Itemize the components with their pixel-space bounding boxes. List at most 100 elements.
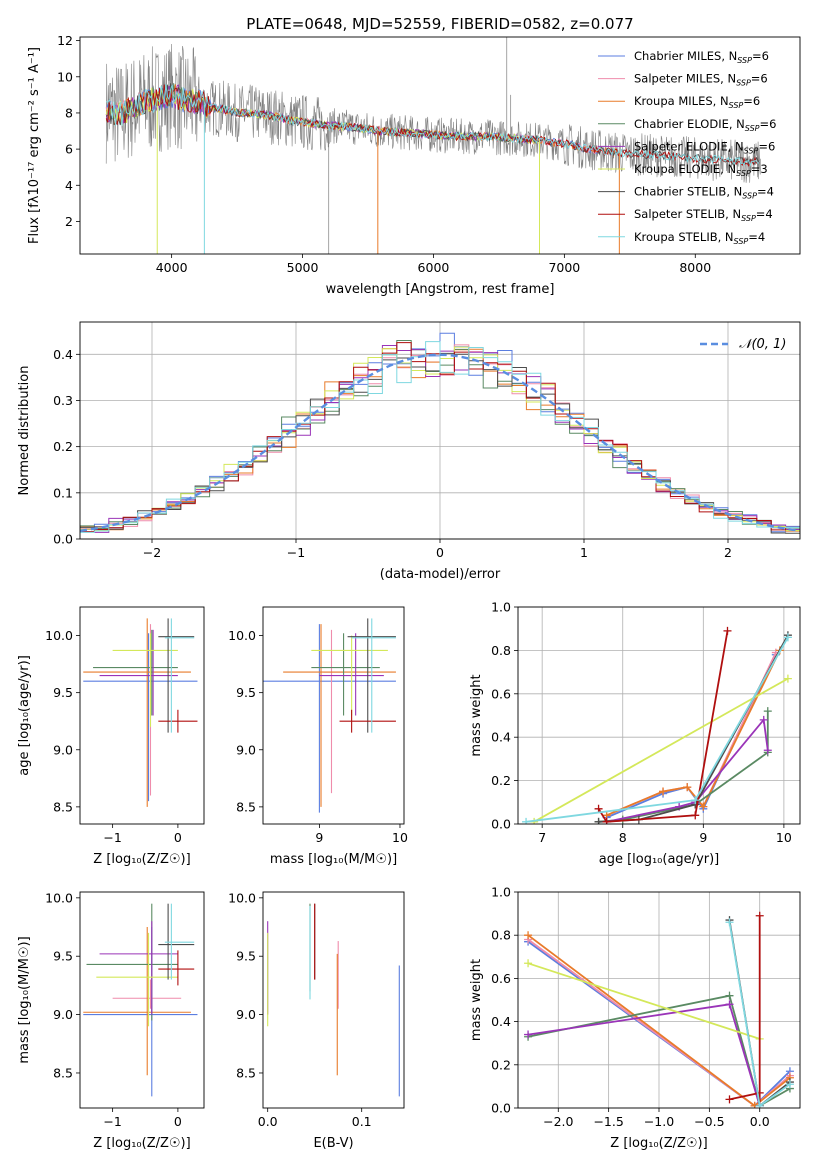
- errorbar-salpeter_stelib: [158, 709, 198, 733]
- legend-label: Salpeter ELODIE, NSSP=6: [634, 139, 775, 155]
- weight-marker: [691, 811, 700, 820]
- weight-marker: [783, 633, 792, 642]
- axes-frame: [79, 891, 205, 1109]
- model-spectrum-salpeter_stelib: [105, 84, 760, 167]
- weight-line-kroupa_elodie: [527, 962, 760, 1040]
- legend-label: Kroupa ELODIE, NSSP=3: [634, 162, 768, 178]
- axes-frame: [262, 606, 405, 825]
- weight-marker: [725, 1095, 734, 1104]
- y-tick-label: 8.5: [53, 1065, 73, 1080]
- weight-marker: [683, 783, 692, 792]
- x-tick-label: −1: [103, 1114, 121, 1129]
- x-tick-label: 10: [392, 830, 408, 845]
- errorbar-salpeter_elodie: [99, 921, 178, 1015]
- y-tick-label: 0.2: [491, 1057, 511, 1072]
- x-tick-label: −1: [103, 830, 121, 845]
- y-tick-label: 6: [65, 142, 73, 157]
- errorbar-kroupa_stelib: [164, 903, 195, 980]
- plot-area: [263, 618, 396, 813]
- weight-line-salpeter_stelib: [729, 915, 761, 1106]
- x-tick-label: 10: [776, 830, 792, 845]
- errorbar-salpeter_elodie: [99, 629, 178, 716]
- x-tick-label: −1.0: [644, 1114, 674, 1129]
- y-axis-label: mass [log₁₀(M/M☉)]: [17, 936, 32, 1063]
- x-tick-label: −2.0: [543, 1114, 573, 1129]
- errorbar-kroupa_elodie: [112, 633, 178, 727]
- y-tick-label: 0.8: [491, 928, 511, 943]
- errorbar-chabrier_elodie: [311, 633, 380, 716]
- x-tick-label: 0: [174, 1114, 182, 1129]
- weight-marker: [725, 1000, 734, 1009]
- legend-label: Kroupa MILES, NSSP=6: [634, 94, 760, 110]
- weight-marker: [783, 674, 792, 683]
- y-tick-label: 8.5: [236, 799, 256, 814]
- plot-area: [267, 903, 400, 1097]
- weight-marker: [522, 817, 531, 824]
- panel-mass_vs_ebv: 0.0 0.1 8.5 9.0 9.5 10.0 E(B-V): [228, 890, 405, 1151]
- weight-marker: [763, 746, 772, 755]
- errorbar-salpeter_stelib: [158, 950, 195, 986]
- weight-marker: [524, 959, 533, 968]
- x-tick-label: 9: [315, 830, 323, 845]
- x-tick-label: 8000: [679, 260, 711, 275]
- x-axis-label: mass [log₁₀(M/M☉)]: [270, 852, 397, 867]
- y-tick-label: 9.5: [53, 949, 73, 964]
- weight-marker: [524, 1030, 533, 1039]
- legend: Chabrier MILES, NSSP=6 Salpeter MILES, NS…: [598, 49, 776, 246]
- legend-label: Chabrier ELODIE, NSSP=6: [634, 117, 776, 133]
- x-tick-label: −2: [143, 545, 161, 560]
- panel-weight_vs_Z: −2.0 −1.5 −1.0 −0.5 0.0 0.0 0.2 0.4 0.6 0.8 1.0 Z […: [469, 885, 801, 1151]
- y-tick-label: 0.6: [491, 686, 511, 701]
- x-axis-label: age [log₁₀(age/yr)]: [599, 852, 720, 867]
- y-tick-label: 0.4: [491, 730, 511, 745]
- panel-age_vs_mass: 9 10 8.5 9.0 9.5 10.0 mass [log₁₀(M/M☉)]: [228, 606, 408, 867]
- y-axis-label: age [log₁₀(age/yr)]: [17, 655, 32, 776]
- weight-line-kroupa_elodie: [533, 677, 789, 823]
- y-tick-label: 9.0: [236, 1007, 256, 1022]
- x-tick-label: −1: [287, 545, 305, 560]
- y-tick-label: 0.4: [53, 347, 73, 362]
- y-tick-label: 9.5: [53, 685, 73, 700]
- legend-label: 𝒩(0, 1): [739, 337, 786, 352]
- weight-marker: [725, 991, 734, 1000]
- plot-area: [105, 37, 761, 254]
- y-tick-label: 0.4: [491, 1014, 511, 1029]
- weight-marker: [524, 931, 533, 940]
- weight-marker: [759, 715, 768, 724]
- errorbar-kroupa_stelib: [351, 618, 396, 733]
- y-tick-label: 9.0: [53, 1007, 73, 1022]
- y-tick-label: 0.6: [491, 971, 511, 986]
- x-tick-label: 0.0: [750, 1114, 770, 1129]
- plot-area: [83, 618, 198, 807]
- errorbar-kroupa_stelib: [164, 618, 195, 733]
- x-tick-label: 4000: [156, 260, 188, 275]
- x-tick-label: 6000: [418, 260, 450, 275]
- weight-marker: [785, 1080, 794, 1089]
- y-tick-label: 9.5: [236, 949, 256, 964]
- weight-marker: [691, 796, 700, 805]
- legend-label: Chabrier MILES, NSSP=6: [634, 49, 769, 65]
- weight-marker: [755, 911, 764, 920]
- errorbar-chabrier_miles: [83, 633, 198, 802]
- y-tick-label: 0.0: [491, 817, 511, 832]
- weight-marker: [699, 802, 708, 811]
- axes-frame: [262, 891, 405, 1109]
- weight-marker: [725, 918, 734, 927]
- errorbar-kroupa_miles: [283, 624, 396, 807]
- x-tick-label: −1.5: [593, 1114, 623, 1129]
- legend-label: Salpeter STELIB, NSSP=4: [634, 207, 773, 223]
- panel-spectrum: 4000 5000 6000 7000 8000 2 4 6 8 10 12 wavelength […: [27, 33, 801, 297]
- y-tick-label: 4: [65, 178, 73, 193]
- x-axis-label: E(B-V): [313, 1136, 353, 1151]
- y-tick-label: 0.2: [53, 439, 73, 454]
- y-tick-label: 0.1: [53, 485, 73, 500]
- panel-weight_vs_age: 7 8 9 10 0.0 0.2 0.4 0.6 0.8 1.0 age [log₁₀(age/yr…: [469, 600, 801, 867]
- weight-line-salpeter_elodie: [527, 1003, 761, 1107]
- y-tick-label: 1.0: [491, 885, 511, 900]
- x-tick-label: 7000: [548, 260, 580, 275]
- y-tick-label: 0.8: [491, 643, 511, 658]
- y-axis-label: mass weight: [469, 959, 484, 1041]
- errorbar-kroupa_miles: [83, 618, 191, 807]
- weight-marker: [659, 787, 668, 796]
